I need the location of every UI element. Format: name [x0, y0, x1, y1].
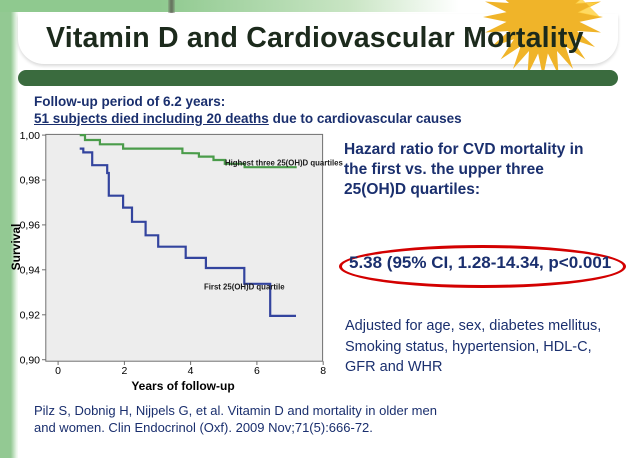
svg-text:First 25(OH)D quartile: First 25(OH)D quartile — [204, 283, 285, 292]
svg-text:8: 8 — [320, 365, 326, 377]
svg-text:4: 4 — [188, 365, 194, 377]
svg-text:0,92: 0,92 — [20, 310, 41, 322]
svg-text:Highest three 25(OH)D quartile: Highest three 25(OH)D quartiles — [225, 159, 344, 168]
svg-text:0: 0 — [55, 365, 61, 377]
svg-text:Survival: Survival — [9, 224, 23, 271]
svg-text:2: 2 — [121, 365, 127, 377]
svg-text:0,98: 0,98 — [20, 175, 41, 187]
svg-text:1,00: 1,00 — [20, 130, 41, 142]
svg-text:0,90: 0,90 — [20, 354, 41, 366]
svg-text:Years of follow-up: Years of follow-up — [131, 379, 234, 393]
svg-text:6: 6 — [254, 365, 260, 377]
